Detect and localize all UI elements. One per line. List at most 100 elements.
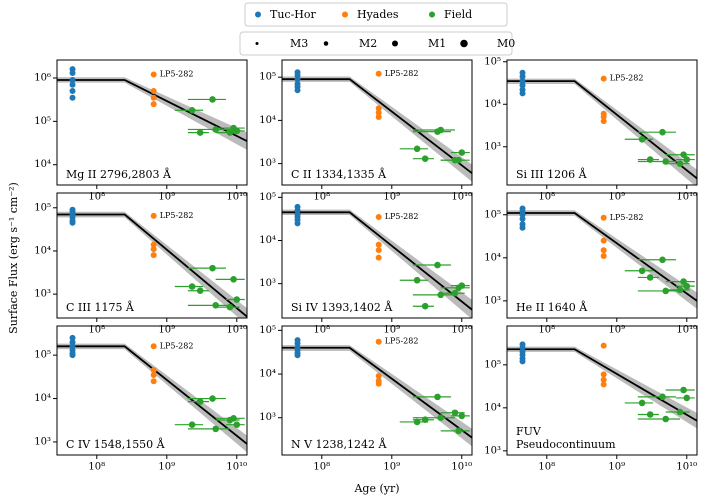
panel-frame (56, 59, 248, 186)
x-tick-label: 10⁸ (538, 462, 555, 473)
data-point (458, 412, 466, 420)
data-point (519, 73, 526, 80)
data-point (294, 87, 301, 94)
data-point (150, 378, 157, 385)
annotation: LP5-282 (385, 212, 419, 221)
y-tick-label: 10⁵ (34, 202, 51, 213)
annotation: LP5-282 (385, 69, 419, 78)
x-tick-label: 10⁸ (313, 462, 330, 473)
y-tick-label: 10⁴ (259, 235, 276, 246)
plot-area (507, 69, 697, 185)
data-point (294, 220, 301, 227)
x-tick-label: 10¹⁰ (676, 192, 697, 203)
data-point (519, 224, 526, 231)
y-tick-label: 10⁵ (259, 72, 276, 83)
data-point (455, 427, 462, 435)
y-tick-label: 10⁵ (484, 209, 501, 220)
y-tick-label: 10⁴ (484, 99, 501, 110)
x-tick-label: 10⁹ (608, 462, 625, 473)
x-tick-label: 10¹⁰ (676, 462, 697, 473)
panel: LP5-282 10⁸ 10⁹ 10¹⁰ 10³ 10⁴ 10⁵ Si IV 1393,140… (259, 192, 473, 336)
y-tick-label: 10³ (259, 412, 276, 423)
data-point (150, 371, 157, 378)
data-point (421, 155, 429, 162)
data-point (676, 160, 684, 167)
plot-area (282, 69, 472, 182)
data-point (230, 276, 237, 283)
fit-line (507, 212, 697, 302)
x-tick-label: 10⁹ (158, 325, 175, 336)
y-tick-label: 10³ (484, 445, 501, 456)
data-point (413, 276, 421, 284)
data-point (150, 212, 157, 219)
panel: LP5-282 10⁸ 10⁹ 10¹⁰ 10³ 10⁴ 10⁵ C III 1175 Å (34, 192, 248, 336)
data-point (150, 252, 157, 259)
data-point (69, 339, 76, 346)
data-point (638, 399, 646, 407)
annotation: LP5-282 (385, 337, 419, 346)
legend-box (244, 2, 508, 27)
data-point (413, 145, 421, 153)
data-point (375, 70, 382, 77)
x-tick-label: 10⁸ (88, 325, 105, 336)
data-point (212, 126, 220, 133)
x-tick-label: 10¹⁰ (226, 462, 247, 473)
data-point (451, 409, 459, 417)
x-tick-label: 10⁹ (383, 462, 400, 473)
y-tick-label: 10⁴ (34, 245, 51, 256)
legend-label: Tuc-Hor (270, 8, 317, 21)
panel-frame (281, 59, 473, 186)
data-point (646, 411, 654, 418)
data-point (230, 415, 237, 422)
annotation: LP5-282 (160, 341, 194, 350)
data-point (375, 113, 382, 120)
data-point (233, 421, 241, 428)
data-point (519, 344, 526, 351)
data-point (209, 96, 216, 103)
y-tick-label: 10⁴ (484, 252, 501, 263)
data-point (659, 128, 666, 136)
y-tick-label: 10³ (34, 289, 51, 300)
legend-marker (255, 11, 261, 18)
fit-band (282, 209, 472, 318)
data-point (519, 215, 526, 222)
panel-label: Si III 1206 Å (516, 167, 588, 181)
data-point (150, 101, 157, 108)
data-point (150, 367, 157, 374)
data-point (600, 371, 607, 378)
data-point (150, 71, 157, 78)
x-tick-label: 10⁸ (88, 192, 105, 203)
x-tick-label: 10⁸ (538, 325, 555, 336)
legend-label: Field (444, 8, 472, 21)
annotation: LP5-282 (610, 74, 644, 83)
data-point (69, 88, 76, 95)
panel: LP5-282 10⁸ 10⁹ 10¹⁰ 10⁴ 10⁵ 10⁶ Mg II 2796,280… (34, 59, 248, 203)
data-point (209, 264, 216, 272)
panel-label: FUV (516, 425, 542, 438)
fit-band (507, 78, 697, 185)
data-point (375, 109, 382, 116)
data-point (375, 247, 382, 254)
data-point (437, 414, 445, 422)
data-point (150, 246, 157, 253)
data-point (434, 393, 441, 401)
fit-band (282, 76, 472, 182)
data-point (519, 211, 526, 218)
x-tick-label: 10⁹ (383, 192, 400, 203)
panel-label: C IV 1548,1550 Å (66, 437, 166, 451)
y-tick-label: 10³ (484, 141, 501, 152)
data-point (294, 352, 301, 359)
data-point (600, 118, 607, 125)
data-point (421, 416, 429, 424)
x-tick-label: 10¹⁰ (676, 325, 697, 336)
data-point (638, 267, 646, 275)
data-point (188, 283, 196, 290)
data-point (375, 254, 382, 261)
y-tick-label: 10³ (484, 295, 501, 306)
panel-frame (56, 325, 248, 456)
y-tick-label: 10⁶ (34, 72, 51, 83)
data-point (69, 94, 76, 101)
x-tick-label: 10⁹ (158, 462, 175, 473)
data-point (683, 394, 691, 402)
legend-label: Hyades (357, 8, 399, 21)
